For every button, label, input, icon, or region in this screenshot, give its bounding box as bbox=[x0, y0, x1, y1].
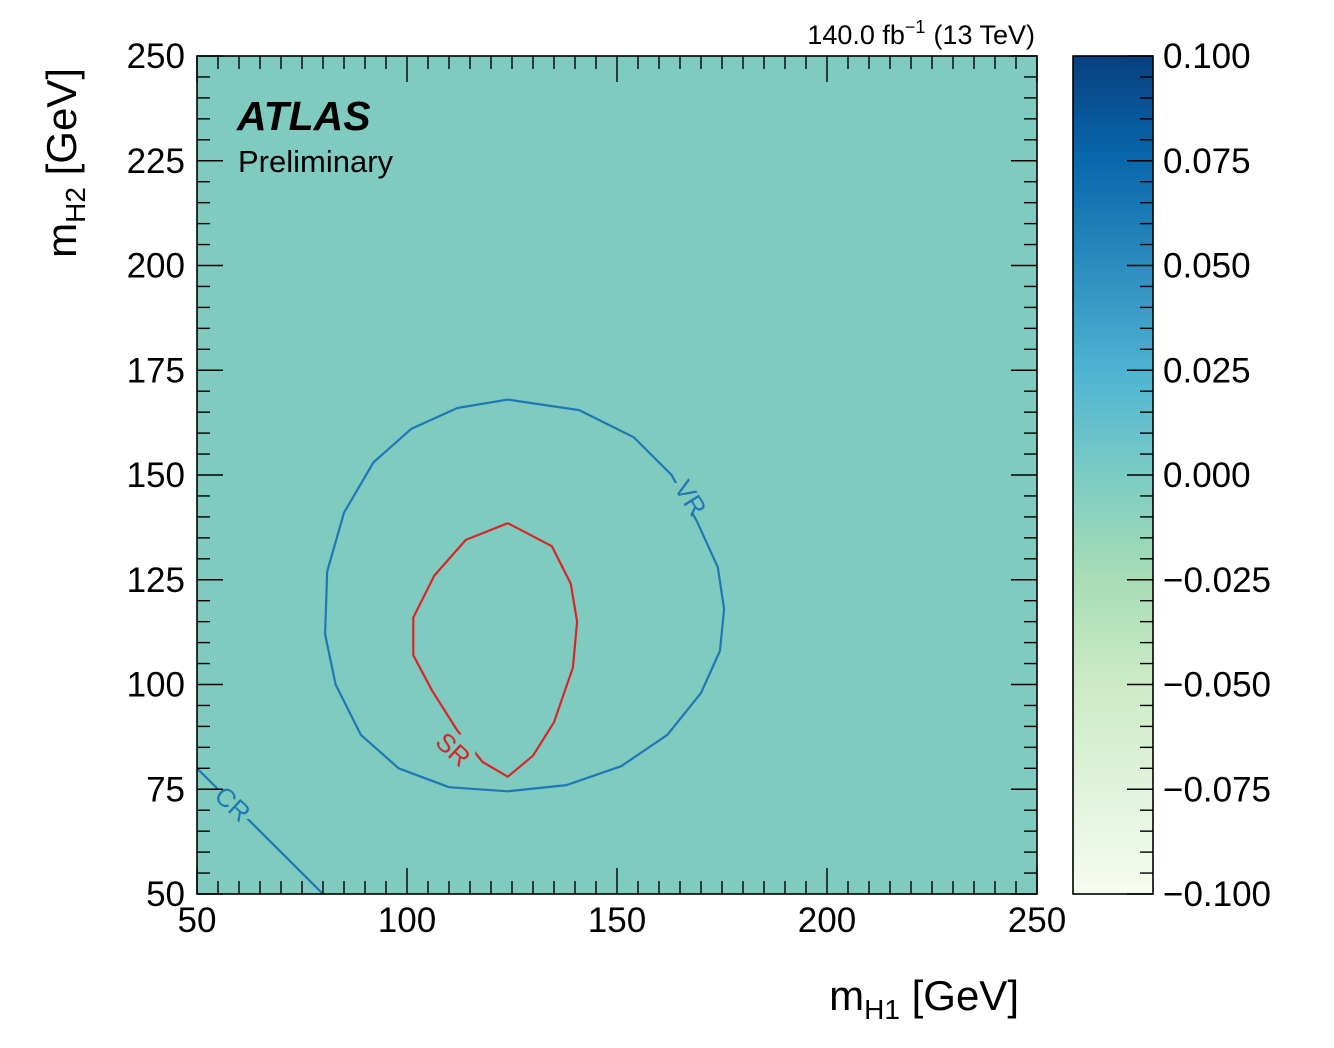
contour-label-gap-vr bbox=[668, 483, 713, 514]
y-tick-label: 75 bbox=[146, 770, 185, 809]
y-axis-label-sub: H2 bbox=[60, 187, 91, 223]
y-tick-label: 125 bbox=[127, 561, 185, 600]
y-tick-labels: 50 75 100 125 150 175 200 225 250 bbox=[127, 37, 185, 914]
y-axis-label-unit: [GeV] bbox=[38, 68, 85, 187]
x-tick-label: 150 bbox=[588, 901, 646, 940]
x-axis-label: mH1 [GeV] bbox=[829, 972, 1019, 1025]
x-axis-label-main: m bbox=[829, 972, 864, 1019]
x-tick-labels: 50 100 150 200 250 bbox=[178, 901, 1067, 940]
y-tick-label: 225 bbox=[127, 142, 185, 181]
contour-vr bbox=[324, 398, 726, 793]
experiment-label: ATLAS bbox=[236, 93, 371, 139]
colorbar-tick-label: −0.025 bbox=[1163, 561, 1271, 600]
y-tick-label: 150 bbox=[127, 456, 185, 495]
x-axis-label-sub: H1 bbox=[864, 994, 900, 1025]
contour-label-gap-sr bbox=[431, 734, 476, 765]
axis-ticks bbox=[196, 55, 1038, 895]
colorbar-tick-label: −0.100 bbox=[1163, 875, 1271, 914]
y-tick-label: 200 bbox=[127, 247, 185, 286]
heatmap-fill bbox=[197, 56, 1037, 894]
colorbar-tick-label: 0.075 bbox=[1163, 142, 1251, 181]
colorbar-tick-label: 0.100 bbox=[1163, 37, 1251, 76]
y-tick-label: 100 bbox=[127, 666, 185, 705]
luminosity-value: 140.0 fb bbox=[807, 20, 905, 50]
colorbar-tick-label: −0.050 bbox=[1163, 666, 1271, 705]
y-tick-label: 50 bbox=[146, 875, 185, 914]
x-tick-label: 250 bbox=[1008, 901, 1066, 940]
colorbar-tick-label: 0.050 bbox=[1163, 247, 1251, 286]
luminosity-exponent: −1 bbox=[905, 17, 926, 37]
x-axis-label-unit: [GeV] bbox=[900, 972, 1019, 1019]
colorbar-tick-label: −0.075 bbox=[1163, 770, 1271, 809]
colorbar-tick-labels: 0.100 0.075 0.050 0.025 0.000 −0.025 −0.050 −0.… bbox=[1163, 37, 1271, 914]
contour-label-gap-cr bbox=[210, 788, 255, 819]
luminosity-energy: (13 TeV) bbox=[933, 20, 1035, 50]
status-label: Preliminary bbox=[238, 144, 394, 179]
colorbar-tick-label: 0.025 bbox=[1163, 351, 1251, 390]
contour-sr bbox=[412, 522, 579, 778]
y-tick-label: 250 bbox=[127, 37, 185, 76]
x-tick-label: 200 bbox=[798, 901, 856, 940]
colorbar-tick-label: 0.000 bbox=[1163, 456, 1251, 495]
y-tick-label: 175 bbox=[127, 351, 185, 390]
x-tick-label: 50 bbox=[178, 901, 217, 940]
x-tick-label: 100 bbox=[378, 901, 436, 940]
colorbar-frame bbox=[1072, 55, 1154, 895]
y-axis-label: mH2 [GeV] bbox=[38, 68, 91, 258]
y-axis-label-main: m bbox=[38, 223, 85, 258]
plot-frame bbox=[196, 55, 1038, 895]
luminosity-label: 140.0 fb−1 (13 TeV) bbox=[807, 17, 1035, 50]
